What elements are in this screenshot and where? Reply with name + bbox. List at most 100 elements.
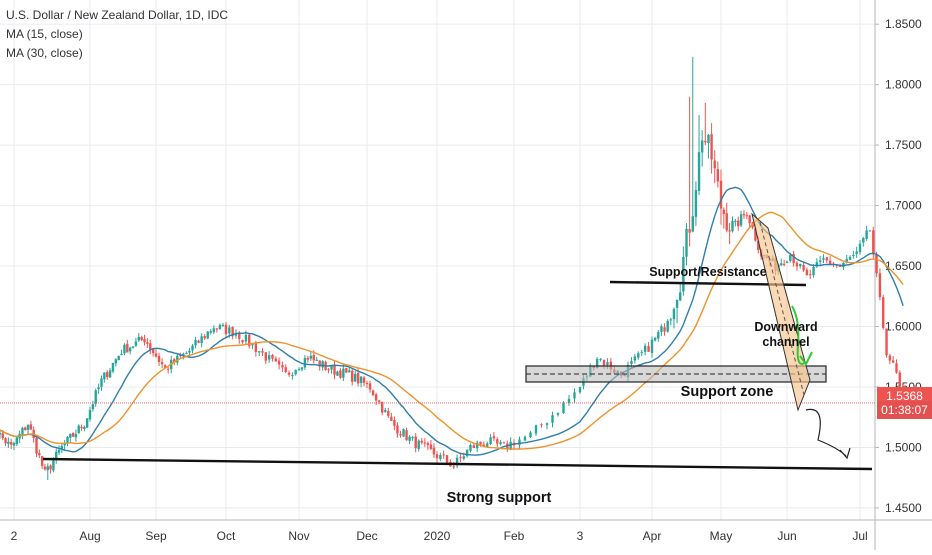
candle-body: [7, 441, 10, 444]
time-axis-label: Nov: [288, 529, 309, 543]
candle-body: [725, 213, 728, 231]
price-axis-label: 1.8500: [885, 17, 922, 31]
candle-body: [126, 343, 129, 353]
candle-body: [336, 371, 339, 376]
candle-body: [868, 230, 872, 232]
candle-body: [805, 269, 809, 276]
ma15-line: [0, 186, 904, 456]
candle-body: [599, 358, 602, 360]
candle-body: [838, 265, 842, 267]
support-resistance-label: Support/Resistance: [649, 265, 766, 279]
candle-body: [291, 375, 294, 377]
time-axis-label: Sep: [145, 529, 167, 543]
candle-body: [663, 327, 666, 332]
candle-body: [108, 370, 112, 378]
candle-body: [241, 340, 244, 343]
candle-body: [97, 387, 100, 390]
candle-body: [465, 449, 469, 456]
candle-body: [342, 368, 345, 378]
candle-body: [40, 456, 44, 466]
candle-body: [306, 357, 310, 360]
candle-body: [154, 353, 158, 357]
candle-body: [35, 437, 38, 454]
candle-body: [123, 344, 126, 354]
strong-support-label: Strong support: [447, 490, 552, 506]
candle-body: [737, 220, 740, 227]
candle-body: [675, 299, 679, 308]
candle-body: [423, 442, 427, 444]
candle-body: [74, 434, 78, 438]
candle-body: [862, 238, 865, 243]
candle-body: [855, 251, 858, 254]
candle-body: [368, 383, 372, 390]
candle-body: [100, 378, 103, 387]
candle-body: [24, 427, 27, 431]
candle-body: [66, 436, 69, 443]
candle-body: [710, 134, 713, 160]
candle-body: [339, 370, 342, 378]
time-axis-label: 2020: [424, 529, 451, 543]
candle-body: [71, 432, 75, 437]
candle-body: [828, 260, 832, 265]
candle-body: [567, 398, 571, 403]
candle-body: [799, 263, 802, 266]
candle-body: [194, 339, 197, 346]
candle-body: [254, 343, 258, 352]
candle-body: [509, 441, 512, 450]
candle-body: [362, 377, 366, 383]
chart-legend: U.S. Dollar / New Zealand Dollar, 1D, ID…: [6, 6, 228, 63]
ma30-indicator-label[interactable]: MA (30, close): [6, 46, 83, 60]
candle-body: [479, 441, 482, 445]
candle-body: [523, 436, 527, 441]
candle-body: [176, 355, 179, 363]
symbol-title[interactable]: U.S. Dollar / New Zealand Dollar, 1D, ID…: [6, 8, 229, 22]
candle-body: [191, 345, 194, 351]
candle-body: [348, 370, 351, 373]
candle-body: [545, 423, 549, 425]
candle-body: [875, 254, 878, 274]
price-axis-label: 1.6500: [885, 259, 922, 273]
candle-body: [795, 262, 799, 267]
candle-body: [660, 326, 663, 332]
candle-body: [26, 424, 30, 430]
candle-body: [137, 337, 140, 341]
candle-body: [312, 355, 315, 361]
candle-body: [739, 214, 743, 226]
candle-body: [878, 273, 882, 298]
candle-body: [12, 442, 16, 446]
candle-body: [845, 258, 848, 263]
candle-body: [551, 415, 554, 423]
candle-body: [166, 368, 170, 370]
candle-body: [534, 425, 538, 434]
channel-label: channel: [762, 335, 809, 349]
projection-arrow-head: [839, 447, 851, 460]
candle-body: [80, 426, 83, 429]
candle-body: [792, 253, 795, 264]
candle-body: [69, 433, 72, 438]
candle-body: [374, 394, 378, 401]
candle-body: [244, 334, 248, 342]
ma15-indicator-label[interactable]: MA (15, close): [6, 27, 83, 41]
candle-body: [21, 427, 24, 435]
candle-body: [251, 344, 254, 346]
candle-body: [106, 372, 109, 378]
time-axis-label: May: [710, 529, 733, 543]
candle-body: [224, 324, 228, 335]
price-axis-label: 1.7000: [885, 199, 922, 213]
candle-body: [815, 262, 819, 267]
candle-body: [785, 261, 789, 264]
candle-body: [345, 367, 348, 373]
candle-body: [492, 436, 496, 439]
candle-body: [163, 365, 167, 368]
candle-body: [716, 169, 720, 182]
candle-body: [321, 361, 324, 368]
candle-body: [261, 351, 264, 353]
candle-body: [231, 326, 234, 337]
candle-body: [888, 355, 892, 361]
candle-body: [185, 352, 188, 354]
candle-body: [393, 419, 396, 426]
candle-body: [606, 362, 609, 366]
candle-body: [315, 359, 318, 361]
candle-body: [384, 409, 387, 412]
